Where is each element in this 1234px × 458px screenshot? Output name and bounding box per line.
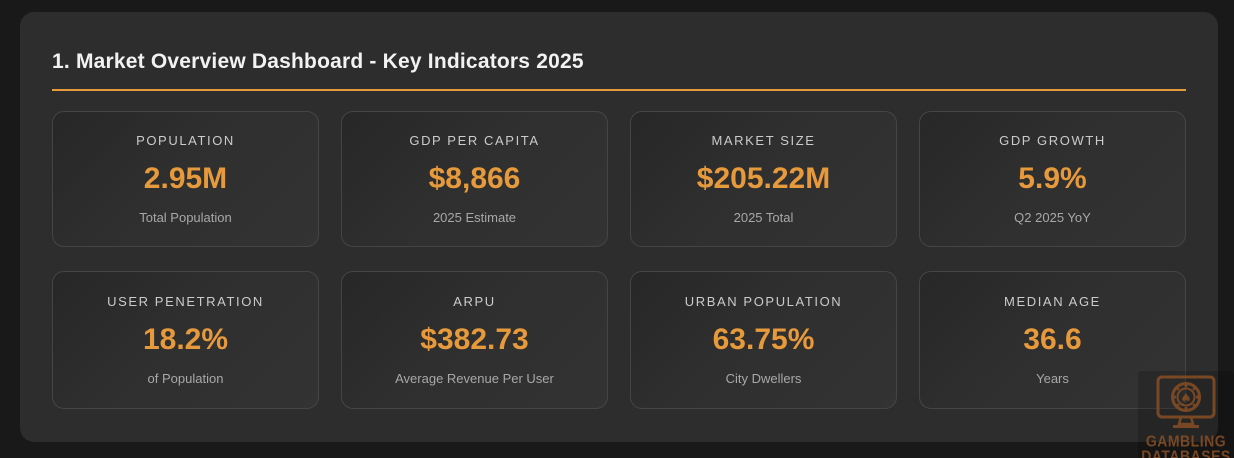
svg-text:♠: ♠ — [1180, 392, 1192, 407]
kpi-card-market-size: MARKET SIZE $205.22M 2025 Total — [630, 111, 897, 247]
kpi-label: MARKET SIZE — [711, 133, 816, 148]
kpi-caption: 2025 Estimate — [432, 210, 517, 225]
kpi-caption: City Dwellers — [725, 371, 802, 386]
gambling-databases-watermark: ♠ GAMBLING DATABASES — [1138, 371, 1234, 458]
kpi-cards-grid: POPULATION 2.95M Total Population GDP PE… — [52, 111, 1186, 409]
kpi-label: MEDIAN AGE — [1004, 294, 1101, 309]
kpi-card-population: POPULATION 2.95M Total Population — [52, 111, 319, 247]
kpi-value: $8,866 — [428, 162, 521, 195]
kpi-card-median-age: MEDIAN AGE 36.6 Years — [919, 271, 1186, 409]
kpi-value: $382.73 — [420, 323, 529, 356]
kpi-value: 36.6 — [1023, 323, 1082, 356]
watermark-line2: DATABASES — [1141, 447, 1231, 458]
watermark-line1: GAMBLING — [1145, 432, 1227, 450]
kpi-caption: 2025 Total — [733, 210, 794, 225]
kpi-value: 2.95M — [143, 162, 228, 195]
kpi-caption: Years — [1036, 371, 1069, 386]
monitor-casino-chip-icon: ♠ — [1155, 375, 1217, 434]
kpi-value: 5.9% — [1018, 162, 1087, 195]
kpi-value: 63.75% — [712, 323, 815, 356]
kpi-value: $205.22M — [696, 162, 831, 195]
kpi-caption: Q2 2025 YoY — [1014, 210, 1091, 225]
kpi-card-gdp-per-capita: GDP PER CAPITA $8,866 2025 Estimate — [341, 111, 608, 247]
kpi-label: POPULATION — [136, 133, 235, 148]
kpi-label: USER PENETRATION — [107, 294, 264, 309]
kpi-label: ARPU — [453, 294, 496, 309]
kpi-caption: of Population — [147, 371, 224, 386]
kpi-value: 18.2% — [142, 323, 229, 356]
kpi-label: URBAN POPULATION — [684, 294, 843, 309]
kpi-label: GDP PER CAPITA — [409, 133, 540, 148]
kpi-caption: Average Revenue Per User — [395, 371, 554, 386]
title-divider — [52, 89, 1186, 91]
kpi-card-urban-population: URBAN POPULATION 63.75% City Dwellers — [630, 271, 897, 409]
kpi-card-arpu: ARPU $382.73 Average Revenue Per User — [341, 271, 608, 409]
kpi-card-user-penetration: USER PENETRATION 18.2% of Population — [52, 271, 319, 409]
dashboard-panel: 1. Market Overview Dashboard - Key Indic… — [20, 12, 1218, 442]
kpi-label: GDP GROWTH — [999, 133, 1106, 148]
kpi-card-gdp-growth: GDP GROWTH 5.9% Q2 2025 YoY — [919, 111, 1186, 247]
kpi-caption: Total Population — [139, 210, 232, 225]
page-title: 1. Market Overview Dashboard - Key Indic… — [52, 50, 584, 73]
